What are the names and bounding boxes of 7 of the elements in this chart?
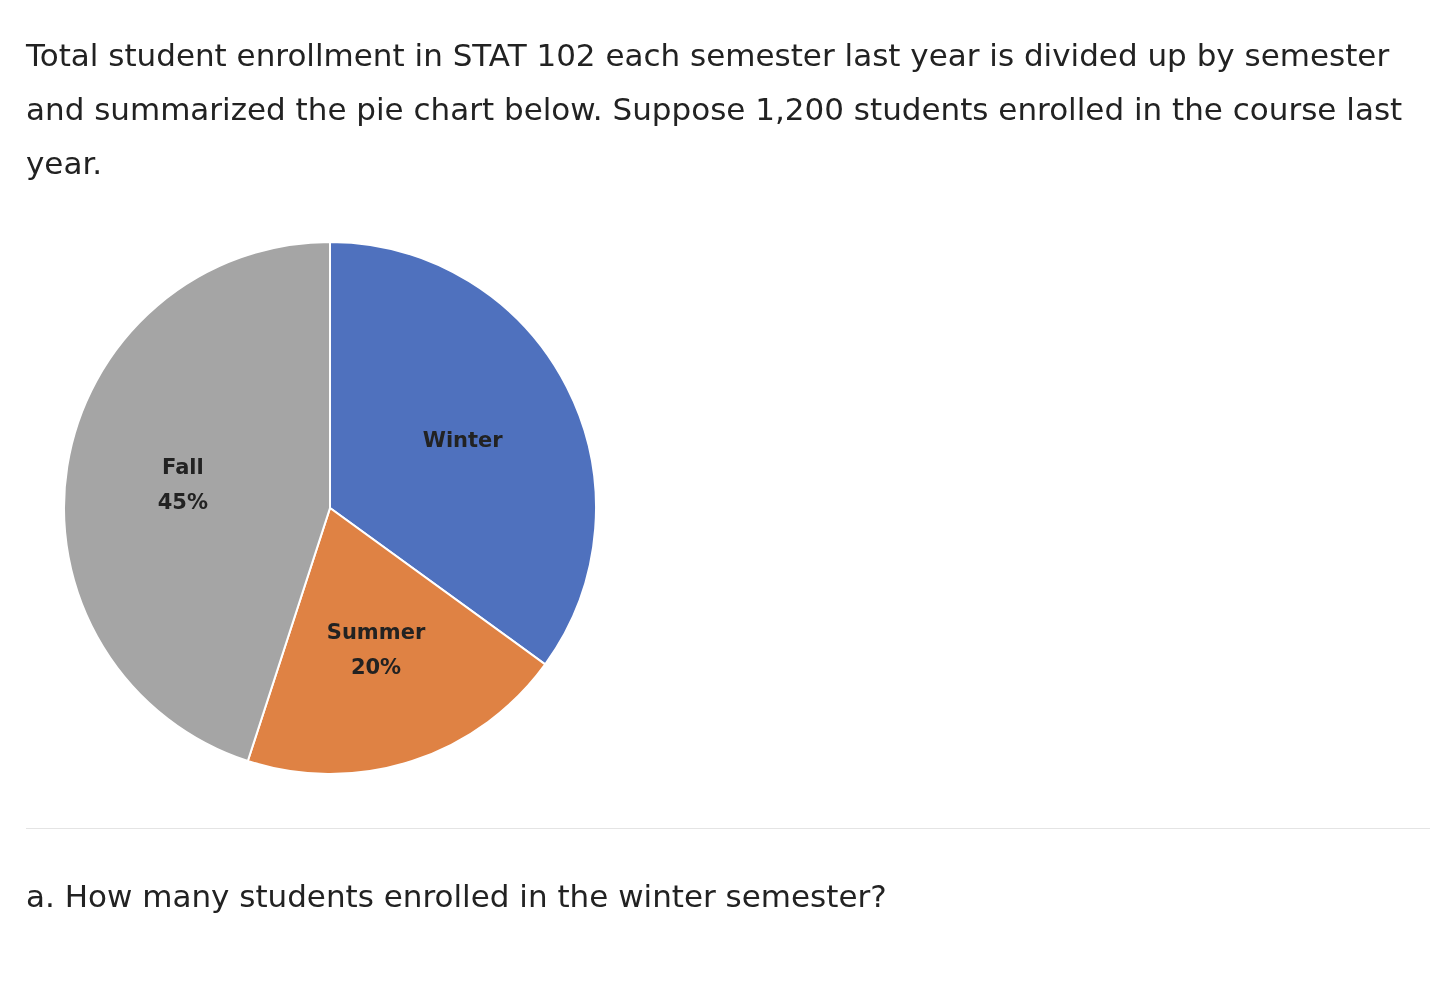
text: Total student enrollment in STAT 102 each semester last year is divided up by semester and summarized the pie chart below. Suppose 1,200 students enrolled in the course last year. (26, 36, 1404, 183)
data-label: 45% (157, 490, 209, 515)
slice-label: Summer (326, 620, 426, 645)
slice-label: Fall (162, 455, 204, 480)
text: a. How many students enrolled in the winter semester? (26, 878, 887, 914)
slice-label: Winter (422, 428, 504, 453)
data-label: 20% (350, 655, 402, 680)
